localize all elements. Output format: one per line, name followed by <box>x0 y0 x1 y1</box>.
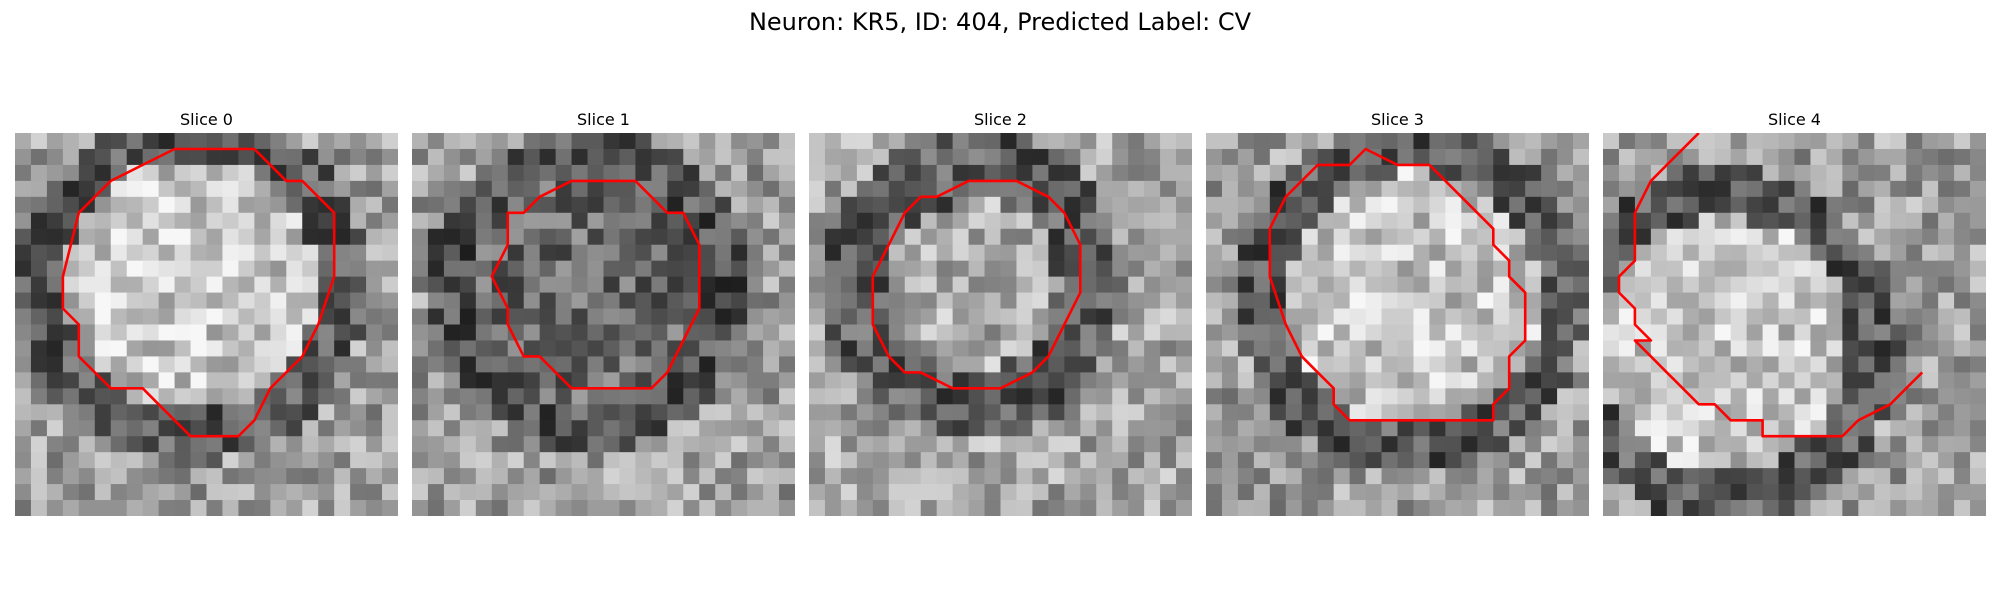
figure-title: Neuron: KR5, ID: 404, Predicted Label: C… <box>748 8 1252 36</box>
slice-image-1 <box>412 133 795 516</box>
slice-title: Slice 1 <box>577 110 630 129</box>
slice-image-3 <box>1206 133 1589 516</box>
pixel-grid <box>15 133 398 516</box>
segmentation-contour <box>871 179 1082 390</box>
slice-title: Slice 2 <box>974 110 1027 129</box>
slice-title: Slice 0 <box>180 110 233 129</box>
pixel-grid <box>809 133 1192 516</box>
pixel-grid <box>412 133 795 516</box>
slice-title: Slice 4 <box>1768 110 1821 129</box>
slice-image-4 <box>1603 133 1986 516</box>
pixel-grid <box>1206 133 1589 516</box>
slice-panel-1: Slice 1 <box>412 107 795 516</box>
segmentation-contour <box>61 147 336 438</box>
slice-image-2 <box>809 133 1192 516</box>
slice-panel-0: Slice 0 <box>15 107 398 516</box>
segmentation-contour <box>490 179 701 390</box>
slice-panel-3: Slice 3 <box>1206 107 1589 516</box>
slice-image-0 <box>15 133 398 516</box>
slice-title: Slice 3 <box>1371 110 1424 129</box>
segmentation-contour <box>1268 147 1527 422</box>
slice-panel-2: Slice 2 <box>809 107 1192 516</box>
pixel-grid <box>1603 133 1986 516</box>
segmentation-contour <box>1617 133 1924 438</box>
slice-panel-4: Slice 4 <box>1603 107 1986 516</box>
